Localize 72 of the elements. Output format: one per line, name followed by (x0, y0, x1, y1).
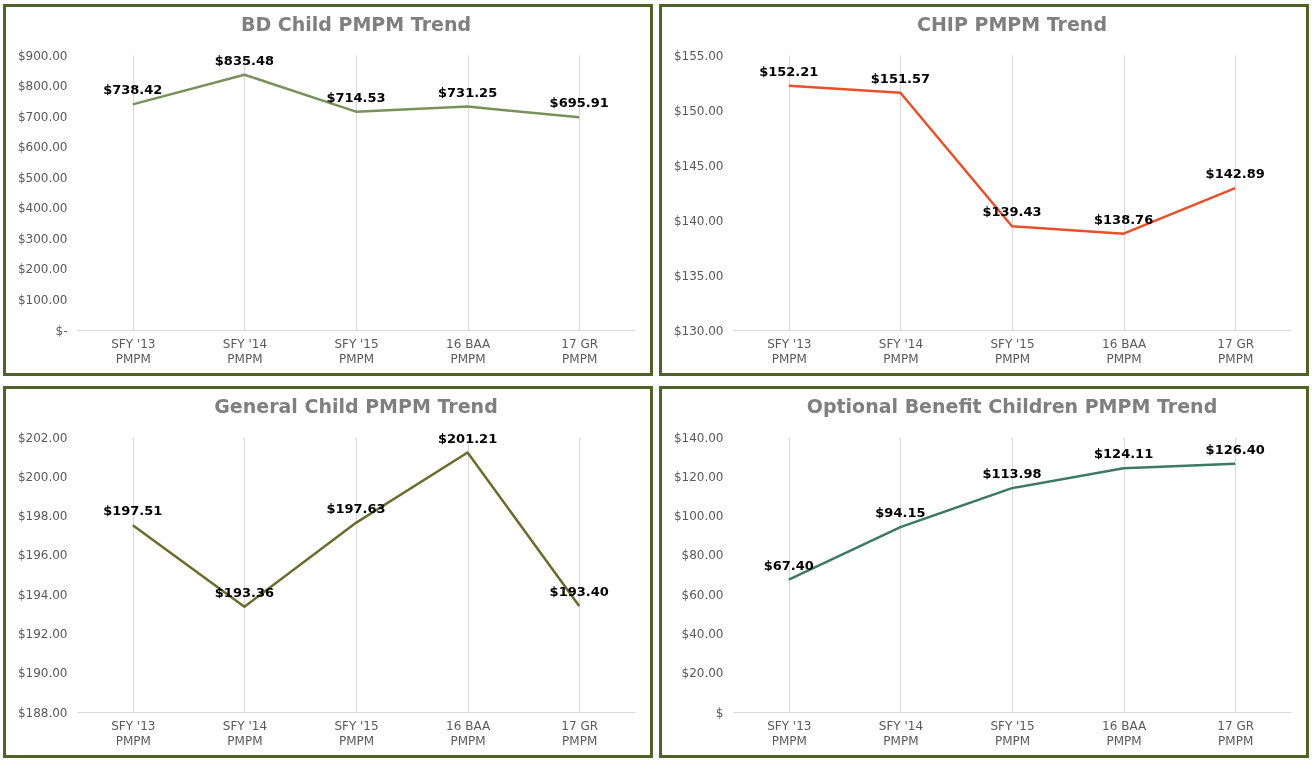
y-tick-label: $190.00 (17, 666, 68, 681)
x-tick-label: SFY '14 PMPM (222, 718, 268, 748)
y-tick-label: $150.00 (673, 103, 724, 118)
data-label: $124.11 (1093, 446, 1154, 462)
x-tick-label: SFY '13 PMPM (111, 336, 156, 366)
data-label: $201.21 (437, 430, 498, 446)
y-tick-label: $400.00 (17, 201, 68, 216)
y-tick-label: $20.00 (681, 666, 724, 681)
y-tick-label: $800.00 (17, 79, 68, 94)
data-label: $126.40 (1205, 441, 1265, 457)
x-tick-label: SFY '15 PMPM (990, 336, 1035, 366)
y-tick-label: $200.00 (17, 262, 68, 277)
y-tick-label: $300.00 (17, 231, 68, 246)
y-tick-label: $60.00 (681, 587, 724, 602)
x-tick-label: SFY '13 PMPM (111, 718, 156, 748)
y-tick-label: $140.00 (673, 430, 724, 445)
y-tick-label: $155.00 (673, 48, 724, 63)
data-label: $714.53 (326, 89, 386, 105)
data-label: $731.25 (437, 84, 498, 100)
y-tick-label: $200.00 (17, 469, 68, 484)
data-label: $113.98 (982, 466, 1042, 482)
data-label: $151.57 (870, 70, 931, 86)
y-tick-label: $ (715, 705, 724, 720)
y-tick-label: $120.00 (673, 469, 724, 484)
y-tick-label: $196.00 (17, 548, 68, 563)
x-tick-label: SFY '13 PMPM (767, 718, 812, 748)
x-tick-label: 16 BAA PMPM (446, 718, 491, 748)
data-label: $94.15 (875, 505, 926, 521)
y-tick-label: $500.00 (17, 170, 68, 185)
x-tick-label: SFY '13 PMPM (767, 336, 812, 366)
y-tick-label: $135.00 (673, 268, 724, 283)
x-tick-label: SFY '14 PMPM (222, 336, 268, 366)
data-label: $67.40 (763, 557, 814, 573)
x-tick-label: 17 GR PMPM (561, 336, 599, 366)
x-tick-label: SFY '15 PMPM (334, 336, 379, 366)
x-tick-label: SFY '15 PMPM (334, 718, 379, 748)
chart-title: Optional Benefit Children PMPM Trend (806, 395, 1218, 417)
data-label: $142.89 (1205, 166, 1265, 182)
y-tick-label: $80.00 (681, 548, 724, 563)
y-tick-label: $188.00 (17, 705, 68, 720)
y-tick-label: $- (55, 323, 68, 338)
y-tick-label: $145.00 (673, 158, 724, 173)
y-tick-label: $202.00 (17, 430, 68, 445)
y-tick-label: $100.00 (17, 292, 68, 307)
y-tick-label: $700.00 (17, 109, 68, 124)
x-tick-label: 17 GR PMPM (1217, 336, 1255, 366)
y-tick-label: $192.00 (17, 626, 68, 641)
x-tick-label: 17 GR PMPM (1217, 718, 1255, 748)
y-tick-label: $900.00 (17, 48, 68, 63)
x-tick-label: 16 BAA PMPM (1102, 718, 1147, 748)
data-label: $695.91 (549, 95, 609, 111)
y-tick-label: $600.00 (17, 140, 68, 155)
x-tick-label: SFY '15 PMPM (990, 718, 1035, 748)
chart-title: CHIP PMPM Trend (917, 13, 1107, 35)
x-tick-label: SFY '14 PMPM (878, 336, 924, 366)
data-label: $835.48 (214, 52, 275, 68)
y-tick-label: $198.00 (17, 509, 68, 524)
chart-title: BD Child PMPM Trend (240, 13, 472, 35)
y-tick-label: $100.00 (673, 509, 724, 524)
x-tick-label: SFY '14 PMPM (878, 718, 924, 748)
y-tick-label: $130.00 (673, 323, 724, 338)
x-tick-label: 16 BAA PMPM (446, 336, 491, 366)
data-label: $138.76 (1093, 211, 1154, 227)
chart-title: General Child PMPM Trend (214, 395, 498, 417)
y-tick-label: $140.00 (673, 213, 724, 228)
data-label: $197.51 (103, 503, 163, 519)
y-tick-label: $40.00 (681, 626, 724, 641)
x-tick-label: 17 GR PMPM (561, 718, 599, 748)
data-label: $152.21 (759, 63, 819, 79)
x-tick-label: 16 BAA PMPM (1102, 336, 1147, 366)
y-tick-label: $194.00 (17, 587, 68, 602)
data-label: $738.42 (103, 82, 163, 98)
